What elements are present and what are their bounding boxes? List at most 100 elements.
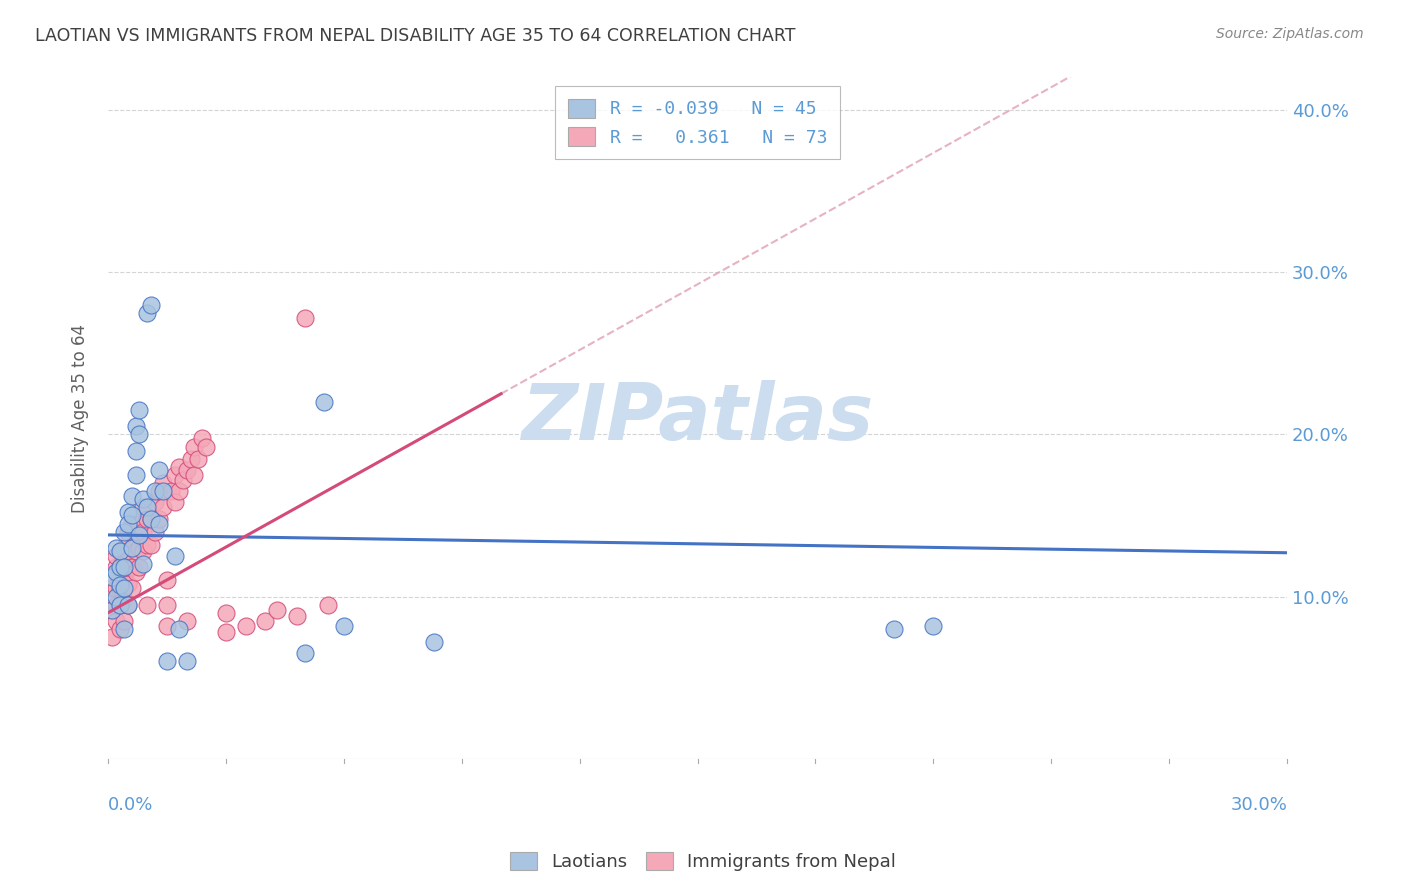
Point: [108, 560, 131, 574]
Point: [121, 489, 143, 503]
Point: [117, 598, 139, 612]
Point: [141, 297, 163, 311]
Point: [333, 619, 356, 633]
Point: [112, 622, 135, 636]
Point: [117, 598, 139, 612]
Point: [108, 598, 131, 612]
Point: [112, 570, 135, 584]
Point: [156, 598, 179, 612]
Point: [136, 598, 159, 612]
Point: [163, 549, 186, 563]
Point: [128, 403, 150, 417]
Point: [117, 560, 139, 574]
Point: [176, 614, 198, 628]
Point: [101, 570, 124, 584]
Point: [183, 467, 205, 482]
Point: [108, 574, 131, 588]
Point: [187, 451, 209, 466]
Point: [143, 495, 166, 509]
Point: [132, 524, 155, 539]
Point: [108, 598, 131, 612]
Point: [121, 560, 143, 574]
Point: [101, 582, 124, 596]
Point: [215, 625, 238, 640]
Point: [132, 500, 155, 515]
Point: [101, 602, 124, 616]
Point: [141, 538, 163, 552]
Point: [112, 592, 135, 607]
Point: [167, 459, 190, 474]
Point: [104, 549, 127, 563]
Point: [128, 528, 150, 542]
Point: [176, 463, 198, 477]
Point: [143, 484, 166, 499]
Point: [180, 451, 202, 466]
Point: [112, 614, 135, 628]
Text: Source: ZipAtlas.com: Source: ZipAtlas.com: [1216, 27, 1364, 41]
Point: [128, 427, 150, 442]
Point: [101, 602, 124, 616]
Legend: R = -0.039   N = 45, R =   0.361   N = 73: R = -0.039 N = 45, R = 0.361 N = 73: [555, 87, 839, 160]
Point: [112, 524, 135, 539]
Point: [163, 495, 186, 509]
Point: [176, 655, 198, 669]
Point: [117, 544, 139, 558]
Point: [883, 622, 905, 636]
Point: [121, 508, 143, 523]
Point: [156, 655, 179, 669]
Point: [183, 440, 205, 454]
Point: [128, 560, 150, 574]
Point: [104, 566, 127, 580]
Point: [156, 619, 179, 633]
Point: [195, 440, 218, 454]
Point: [156, 574, 179, 588]
Point: [112, 560, 135, 574]
Point: [121, 541, 143, 555]
Point: [314, 395, 336, 409]
Point: [128, 516, 150, 531]
Point: [117, 505, 139, 519]
Point: [104, 598, 127, 612]
Point: [104, 582, 127, 596]
Point: [117, 576, 139, 591]
Point: [117, 516, 139, 531]
Point: [132, 557, 155, 571]
Point: [124, 467, 146, 482]
Point: [294, 646, 316, 660]
Point: [132, 492, 155, 507]
Y-axis label: Disability Age 35 to 64: Disability Age 35 to 64: [72, 324, 89, 513]
Point: [136, 511, 159, 525]
Point: [922, 619, 945, 633]
Point: [191, 431, 214, 445]
Point: [108, 544, 131, 558]
Point: [163, 467, 186, 482]
Point: [121, 516, 143, 531]
Point: [143, 524, 166, 539]
Point: [136, 538, 159, 552]
Point: [101, 630, 124, 644]
Point: [266, 602, 288, 616]
Point: [121, 541, 143, 555]
Point: [104, 560, 127, 574]
Point: [112, 557, 135, 571]
Point: [215, 606, 238, 620]
Point: [128, 541, 150, 555]
Point: [423, 635, 446, 649]
Point: [124, 544, 146, 558]
Point: [160, 484, 183, 499]
Point: [104, 614, 127, 628]
Text: ZIPatlas: ZIPatlas: [522, 380, 873, 456]
Point: [112, 582, 135, 596]
Text: LAOTIAN VS IMMIGRANTS FROM NEPAL DISABILITY AGE 35 TO 64 CORRELATION CHART: LAOTIAN VS IMMIGRANTS FROM NEPAL DISABIL…: [35, 27, 796, 45]
Point: [108, 544, 131, 558]
Point: [152, 475, 174, 490]
Point: [108, 622, 131, 636]
Point: [172, 473, 194, 487]
Point: [108, 582, 131, 596]
Point: [108, 578, 131, 592]
Point: [285, 609, 308, 624]
Point: [136, 306, 159, 320]
Point: [316, 598, 339, 612]
Point: [104, 541, 127, 555]
Point: [132, 544, 155, 558]
